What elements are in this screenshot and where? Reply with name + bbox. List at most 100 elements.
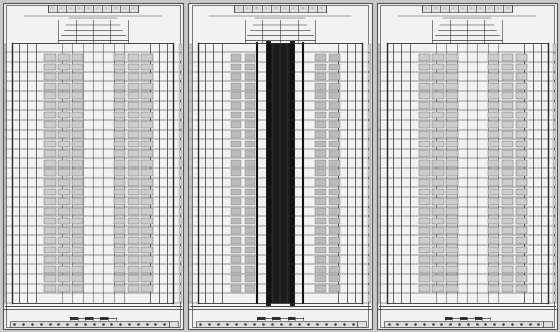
Bar [44, 256, 56, 263]
Bar [418, 102, 430, 109]
Bar [114, 179, 125, 186]
Bar [128, 63, 139, 70]
Bar [516, 208, 527, 215]
Bar [179, 246, 182, 254]
Bar [72, 112, 83, 119]
Bar [553, 188, 556, 196]
Bar [432, 112, 444, 119]
Bar [488, 208, 499, 215]
Bar [179, 53, 182, 61]
Bar [377, 3, 557, 329]
Bar [189, 265, 192, 273]
Bar [378, 198, 380, 206]
Bar [418, 218, 430, 224]
Bar [432, 73, 444, 80]
Bar [142, 63, 153, 70]
Bar [368, 265, 371, 273]
Bar [231, 150, 241, 157]
Bar [516, 121, 527, 128]
Bar [128, 92, 139, 99]
Bar [4, 275, 6, 283]
Bar [516, 83, 527, 90]
Bar [553, 73, 556, 80]
Bar [553, 294, 556, 302]
Bar [4, 82, 6, 90]
Bar [378, 53, 380, 61]
Bar [4, 111, 6, 119]
Bar [189, 111, 192, 119]
Bar [44, 285, 56, 292]
Bar [553, 236, 556, 244]
Bar [357, 321, 366, 327]
Bar [44, 227, 56, 234]
Bar [329, 92, 340, 99]
Bar [502, 276, 513, 282]
Bar [446, 170, 458, 176]
Bar [329, 218, 340, 224]
Bar [179, 265, 182, 273]
Bar [378, 130, 380, 138]
Bar [315, 247, 326, 253]
Bar [58, 285, 69, 292]
Bar [179, 294, 182, 302]
Bar [3, 3, 183, 329]
Bar [189, 121, 192, 128]
Bar [446, 63, 458, 70]
Bar [128, 256, 139, 263]
Bar [231, 141, 241, 147]
Bar [142, 102, 153, 109]
Bar [446, 266, 458, 273]
Bar [446, 54, 458, 61]
Bar [553, 140, 556, 148]
Bar [418, 112, 430, 119]
Bar [368, 63, 371, 71]
Bar [446, 276, 458, 282]
Bar [329, 227, 340, 234]
Bar [142, 131, 153, 138]
Bar [128, 218, 139, 224]
Bar [315, 285, 326, 292]
Bar [553, 256, 556, 263]
Bar [368, 159, 371, 167]
Bar [179, 150, 182, 157]
Bar [380, 5, 554, 327]
Bar [368, 53, 371, 61]
Bar [189, 159, 192, 167]
Bar [488, 83, 499, 90]
Bar [422, 5, 512, 12]
Bar [72, 227, 83, 234]
Bar [418, 141, 430, 147]
Bar [142, 247, 153, 253]
Bar [329, 247, 340, 253]
Bar [128, 83, 139, 90]
Bar [100, 317, 108, 319]
Bar [179, 63, 182, 71]
Bar [58, 83, 69, 90]
Bar [446, 141, 458, 147]
Bar [4, 102, 6, 109]
Bar [128, 276, 139, 282]
Bar [114, 112, 125, 119]
Bar [418, 92, 430, 99]
Bar [72, 247, 83, 253]
Bar [44, 131, 56, 138]
Bar [142, 285, 153, 292]
Bar [488, 102, 499, 109]
Bar [553, 130, 556, 138]
Bar [72, 121, 83, 128]
Bar [142, 256, 153, 263]
Bar [128, 266, 139, 273]
Bar [231, 83, 241, 90]
Bar [114, 141, 125, 147]
Bar [553, 92, 556, 100]
Bar [553, 227, 556, 234]
Bar [368, 140, 371, 148]
Bar [195, 321, 357, 327]
Bar [418, 237, 430, 244]
Bar [114, 285, 125, 292]
Bar [553, 208, 556, 215]
Bar [58, 256, 69, 263]
Bar [315, 121, 326, 128]
Bar [189, 53, 192, 61]
Bar [231, 112, 241, 119]
